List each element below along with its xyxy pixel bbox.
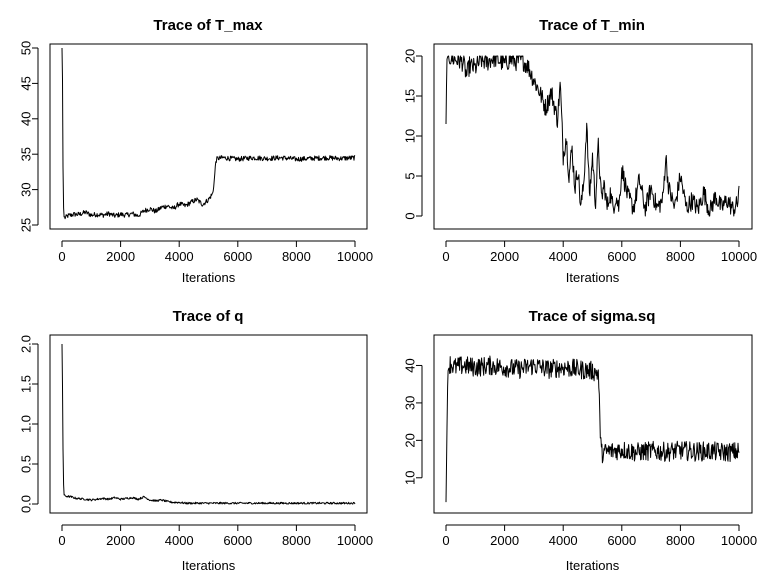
- x-tick-label: 8000: [666, 249, 695, 264]
- y-tick-label: 30: [19, 182, 34, 196]
- x-tick-label: 6000: [607, 249, 636, 264]
- x-tick-label: 0: [442, 249, 449, 264]
- y-tick-label: 20: [403, 49, 418, 63]
- x-tick-label: 2000: [490, 249, 519, 264]
- y-tick-label: 10: [403, 129, 418, 143]
- y-tick-label: 1.0: [19, 415, 34, 433]
- panel-1: Trace of T_max 0 2000 4000 6000 8000 10000 Iter…: [19, 17, 374, 285]
- x-tick-label: 2000: [106, 249, 135, 264]
- trace-line-1: [61, 47, 356, 220]
- x-tick-label: 0: [58, 533, 65, 548]
- plot-frame: [433, 43, 753, 230]
- panel-title: Trace of T_max: [153, 17, 263, 34]
- x-axis-label: Iterations: [566, 270, 620, 285]
- x-tick-label: 10000: [337, 249, 373, 264]
- panel-title: Trace of sigma.sq: [529, 308, 656, 325]
- y-tick-label: 25: [19, 218, 34, 232]
- x-tick-label: 0: [58, 249, 65, 264]
- x-tick-label: 4000: [549, 533, 578, 548]
- x-axis: 0 2000 4000 6000 8000 10000 Iterations: [58, 240, 373, 285]
- x-tick-label: 10000: [721, 533, 757, 548]
- x-axis-label: Iterations: [182, 270, 236, 285]
- x-tick-label: 4000: [165, 249, 194, 264]
- y-tick-label: 20: [403, 433, 418, 447]
- y-axis: 10 20 30 40: [403, 358, 423, 485]
- y-tick-label: 0: [403, 212, 418, 219]
- x-tick-label: 6000: [607, 533, 636, 548]
- panel-title: Trace of T_min: [539, 17, 645, 34]
- trace-line-1: [61, 343, 356, 505]
- trace-line-1: [445, 55, 740, 217]
- x-tick-label: 0: [442, 533, 449, 548]
- x-tick-label: 8000: [666, 533, 695, 548]
- y-tick-label: 30: [403, 396, 418, 410]
- x-axis: 0 2000 4000 6000 8000 10000 Iterations: [442, 524, 757, 573]
- plot-frame: [49, 334, 368, 514]
- y-tick-label: 45: [19, 76, 34, 90]
- y-tick-label: 35: [19, 147, 34, 161]
- plot-frame: [49, 43, 368, 230]
- y-axis: 0.0 0.5 1.0 1.5 2.0: [19, 335, 39, 513]
- y-tick-label: 0.0: [19, 495, 34, 513]
- panel-2: Trace of T_min 0 2000 4000 6000 8000 10000 Iter…: [403, 17, 758, 285]
- x-tick-label: 4000: [165, 533, 194, 548]
- y-tick-label: 1.5: [19, 375, 34, 393]
- panel-title: Trace of q: [173, 308, 244, 325]
- x-tick-label: 8000: [282, 249, 311, 264]
- trace-line-1: [445, 355, 740, 503]
- y-tick-label: 10: [403, 471, 418, 485]
- y-tick-label: 50: [19, 41, 34, 55]
- x-tick-label: 10000: [721, 249, 757, 264]
- y-tick-label: 2.0: [19, 335, 34, 353]
- plot-frame: [433, 334, 753, 514]
- y-tick-label: 0.5: [19, 455, 34, 473]
- x-tick-label: 2000: [106, 533, 135, 548]
- panel-3: Trace of q 0 2000 4000 6000 8000 10000 Iteratio…: [19, 308, 374, 573]
- x-tick-label: 10000: [337, 533, 373, 548]
- x-axis: 0 2000 4000 6000 8000 10000 Iterations: [58, 524, 373, 573]
- x-tick-label: 4000: [549, 249, 578, 264]
- y-tick-label: 5: [403, 172, 418, 179]
- y-tick-label: 40: [19, 112, 34, 126]
- x-tick-label: 6000: [223, 533, 252, 548]
- x-axis-label: Iterations: [182, 558, 236, 573]
- x-axis: 0 2000 4000 6000 8000 10000 Iterations: [442, 240, 757, 285]
- x-tick-label: 2000: [490, 533, 519, 548]
- y-tick-label: 15: [403, 89, 418, 103]
- x-tick-label: 8000: [282, 533, 311, 548]
- x-tick-label: 6000: [223, 249, 252, 264]
- y-tick-label: 40: [403, 358, 418, 372]
- x-axis-label: Iterations: [566, 558, 620, 573]
- panel-4: Trace of sigma.sq 0 2000 4000 6000 8000 10000 I…: [403, 308, 758, 573]
- y-axis: 25 30 35 40 45 50: [19, 41, 39, 232]
- y-axis: 0 5 10 15 20: [403, 49, 423, 220]
